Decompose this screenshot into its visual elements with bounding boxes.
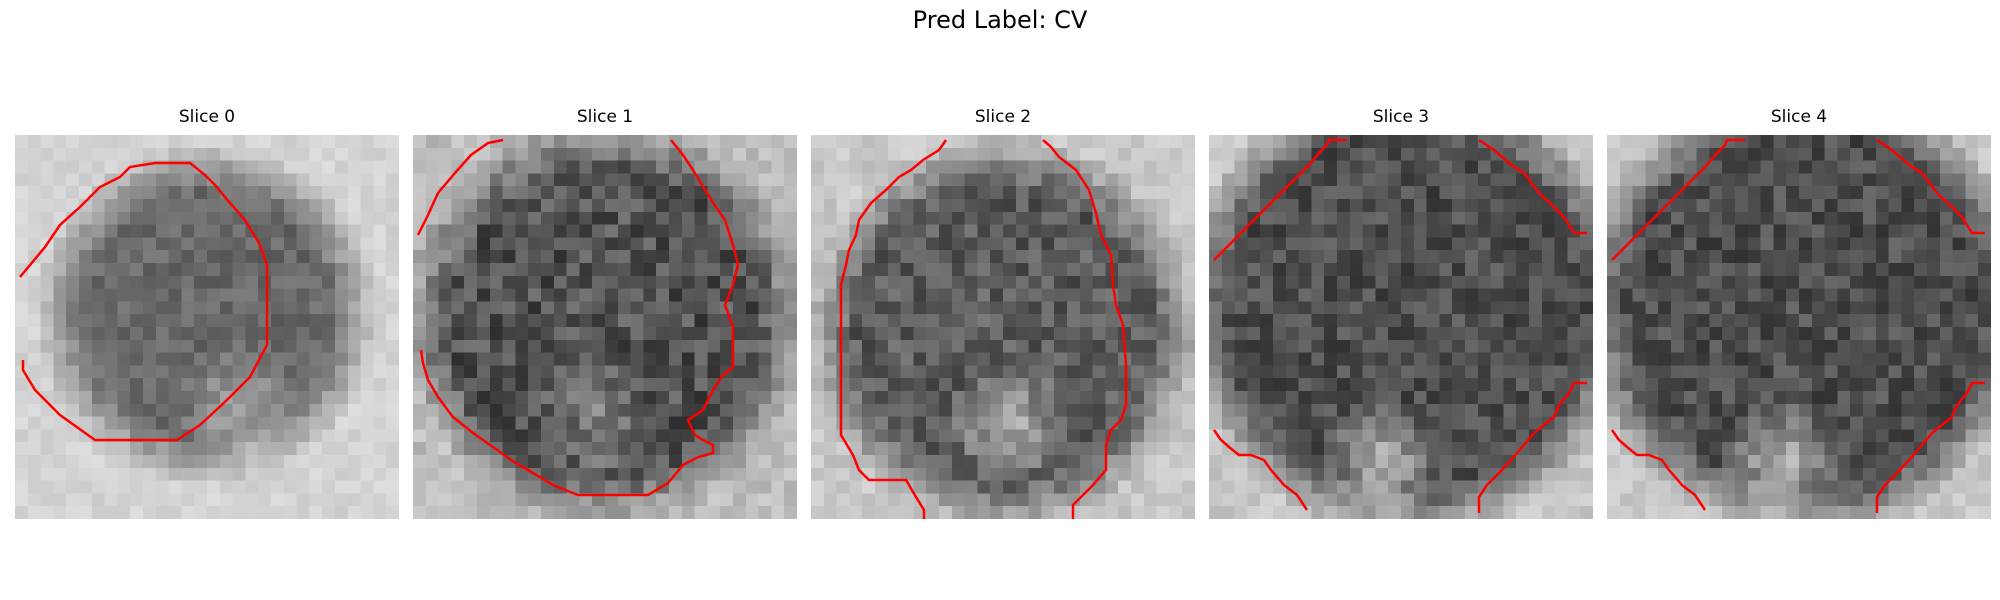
figure-title: Pred Label: CV <box>912 6 1088 34</box>
contour-line <box>1875 381 1985 513</box>
contour-line <box>1212 429 1309 511</box>
contour-line <box>19 161 269 442</box>
contour-line <box>1042 139 1128 519</box>
slice-title: Slice 3 <box>1372 107 1430 127</box>
slice-image <box>1209 135 1593 519</box>
slice-title: Slice 1 <box>576 107 634 127</box>
contour-line <box>416 138 504 236</box>
slice-title: Slice 4 <box>1770 107 1828 127</box>
contour-overlay <box>1212 138 1587 513</box>
contour-line <box>1213 138 1347 261</box>
contour-overlay <box>1610 138 1985 513</box>
contour-overlay <box>839 139 1128 519</box>
contour-line <box>839 139 948 519</box>
slice-title: Slice 2 <box>974 107 1032 127</box>
contour-line <box>1876 138 1985 235</box>
contour-overlay <box>19 161 269 442</box>
contour-line <box>1610 429 1707 511</box>
contour-line <box>1611 138 1745 261</box>
slice-title: Slice 0 <box>178 107 236 127</box>
slice-image <box>15 135 399 519</box>
contour-line <box>1477 381 1587 513</box>
contour-line <box>419 139 740 497</box>
contour-line <box>1478 138 1587 235</box>
contour-overlay <box>416 138 740 497</box>
slice-image <box>1607 135 1991 519</box>
